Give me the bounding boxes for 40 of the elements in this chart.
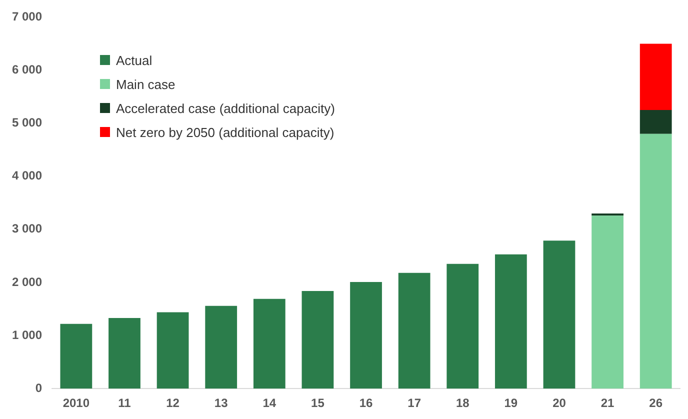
x-tick-label: 13	[214, 396, 228, 410]
x-tick-label: 2010	[62, 396, 90, 410]
bar	[640, 44, 672, 110]
bar	[350, 282, 382, 389]
x-tick-label: 15	[311, 396, 325, 410]
bar	[446, 264, 479, 389]
x-tick-label: 17	[408, 396, 422, 410]
legend-label: Main case	[116, 76, 176, 92]
bar	[205, 306, 238, 389]
bar	[253, 298, 286, 389]
x-tick-label: 20	[552, 396, 566, 410]
bar	[494, 254, 527, 389]
y-tick-label: 2 000	[12, 274, 42, 289]
legend-label: Net zero by 2050 (additional capacity)	[116, 124, 334, 140]
x-tick-label: 19	[504, 396, 518, 410]
y-tick-label: 7 000	[12, 10, 42, 24]
y-tick-label: 0	[35, 380, 42, 395]
x-tick-label: 26	[649, 396, 663, 410]
y-tick-label: 6 000	[12, 62, 42, 77]
y-tick-label: 4 000	[12, 168, 42, 183]
x-tick-label: 21	[600, 396, 615, 410]
y-tick-label: 3 000	[12, 222, 42, 236]
x-tick-label: 11	[118, 396, 132, 410]
bar	[640, 110, 672, 134]
x-tick-label: 18	[456, 396, 470, 410]
x-tick-label: 14	[262, 396, 276, 410]
y-tick-label: 1 000	[12, 328, 42, 342]
bar	[398, 272, 430, 389]
legend-label: Actual	[116, 52, 152, 68]
bar	[543, 240, 576, 389]
bar	[640, 134, 672, 389]
y-tick-label: 5 000	[12, 116, 42, 130]
x-tick-label: 16	[359, 396, 374, 410]
legend-label: Accelerated case (additional capacity)	[116, 100, 335, 116]
bar	[302, 290, 334, 389]
bar	[156, 312, 189, 389]
bar	[108, 318, 140, 389]
x-tick-label: 12	[166, 396, 180, 410]
bar	[592, 216, 624, 389]
bar	[60, 324, 92, 389]
